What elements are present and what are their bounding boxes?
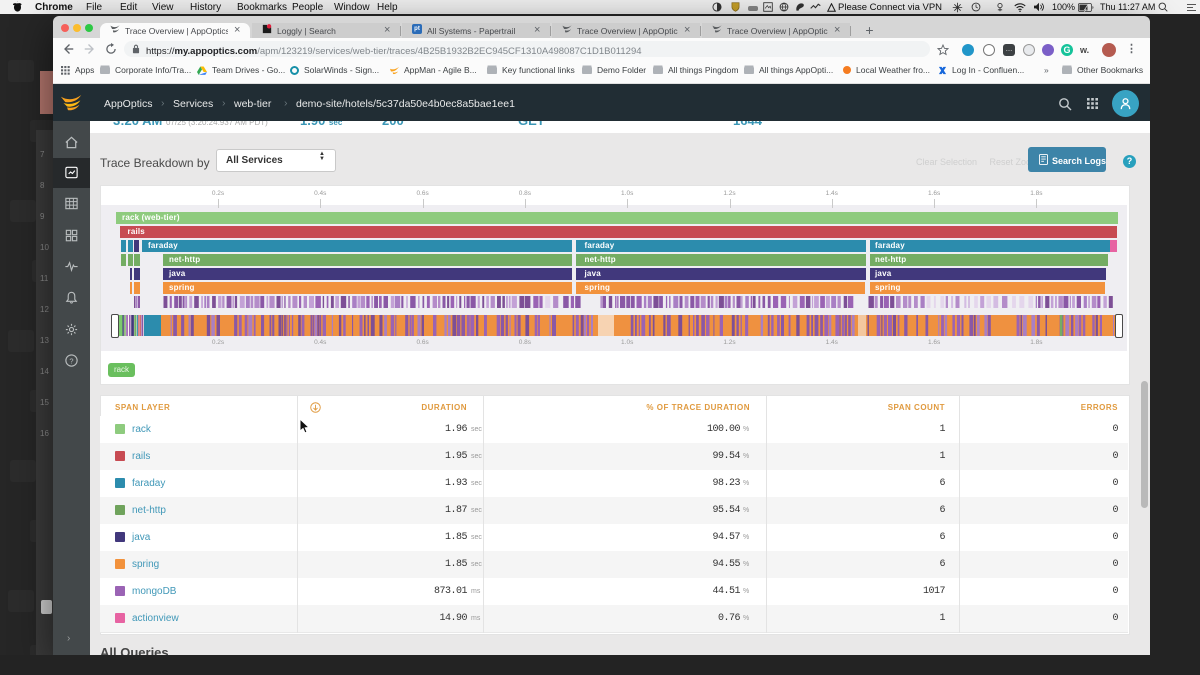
svg-text:?: ? <box>69 356 73 365</box>
